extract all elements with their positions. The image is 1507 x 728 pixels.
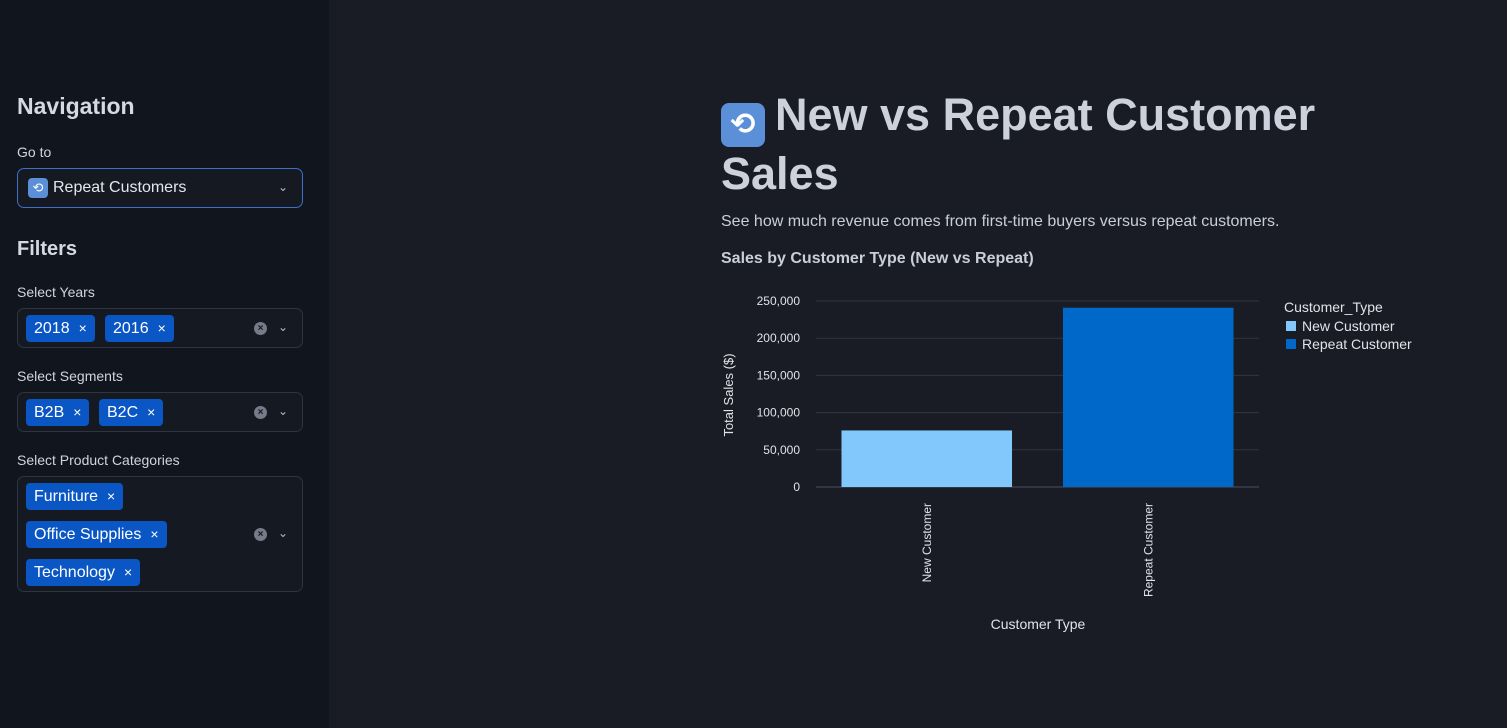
chip-remove-icon[interactable]: ×: [147, 404, 155, 420]
x-axis-label: Customer Type: [991, 616, 1086, 632]
y-tick-label: 50,000: [763, 443, 800, 457]
chart-bars: [841, 308, 1233, 487]
page-description: See how much revenue comes from first-ti…: [721, 213, 1279, 231]
chip-remove-icon[interactable]: ×: [124, 564, 132, 580]
bar-chart: 0 50,000 100,000 150,000 200,000 250,000 New …: [720, 285, 1506, 645]
page-select[interactable]: ⟲ Repeat Customers ⌄: [17, 168, 303, 208]
segment-chip[interactable]: B2C ×: [99, 399, 163, 426]
year-chip[interactable]: 2018 ×: [26, 315, 95, 342]
legend-item: New Customer: [1302, 318, 1395, 334]
chip-remove-icon[interactable]: ×: [150, 526, 158, 542]
repeat-icon: ⟲: [721, 103, 765, 147]
x-tick-label: New Customer: [920, 503, 934, 582]
chevron-down-icon[interactable]: ⌄: [278, 526, 288, 540]
legend-title: Customer_Type: [1284, 299, 1383, 315]
repeat-icon: ⟲: [28, 178, 48, 198]
segments-multiselect[interactable]: B2B × B2C × × ⌄: [17, 392, 303, 432]
chevron-down-icon[interactable]: ⌄: [278, 404, 288, 418]
y-axis-ticks: 0 50,000 100,000 150,000 200,000 250,000: [757, 294, 801, 494]
filters-heading: Filters: [17, 238, 77, 261]
years-label: Select Years: [17, 284, 95, 300]
clear-icon[interactable]: ×: [254, 406, 267, 419]
bar-new-customer: [841, 430, 1012, 487]
chip-remove-icon[interactable]: ×: [73, 404, 81, 420]
bar-repeat-customer: [1063, 308, 1234, 487]
category-chip[interactable]: Furniture ×: [26, 483, 123, 510]
legend-swatch: [1286, 339, 1296, 349]
x-axis-ticks: New Customer Repeat Customer: [920, 503, 1156, 597]
y-tick-label: 0: [793, 480, 800, 494]
segments-label: Select Segments: [17, 368, 123, 384]
category-chip[interactable]: Technology ×: [26, 559, 140, 586]
y-tick-label: 100,000: [757, 406, 801, 420]
years-multiselect[interactable]: 2018 × 2016 × × ⌄: [17, 308, 303, 348]
chip-remove-icon[interactable]: ×: [158, 320, 166, 336]
category-chip[interactable]: Office Supplies ×: [26, 521, 167, 548]
sidebar: Navigation Go to ⟲ Repeat Customers ⌄ Fi…: [0, 0, 329, 728]
chevron-down-icon[interactable]: ⌄: [278, 320, 288, 334]
categories-label: Select Product Categories: [17, 452, 180, 468]
chip-remove-icon[interactable]: ×: [79, 320, 87, 336]
page-select-value: Repeat Customers: [53, 179, 186, 197]
legend-swatch: [1286, 321, 1296, 331]
year-chip[interactable]: 2016 ×: [105, 315, 174, 342]
page-title: ⟲ New vs Repeat Customer Sales: [721, 88, 1361, 200]
navigation-heading: Navigation: [17, 93, 135, 120]
chart-legend: Customer_Type New Customer Repeat Custome…: [1284, 299, 1412, 352]
clear-icon[interactable]: ×: [254, 528, 267, 541]
chevron-down-icon[interactable]: ⌄: [278, 180, 288, 194]
x-tick-label: Repeat Customer: [1141, 503, 1155, 597]
y-axis-label: Total Sales ($): [721, 353, 736, 436]
categories-multiselect[interactable]: Furniture × Office Supplies × Technology × …: [17, 476, 303, 592]
clear-icon[interactable]: ×: [254, 322, 267, 335]
chart-heading: Sales by Customer Type (New vs Repeat): [721, 250, 1034, 268]
chip-remove-icon[interactable]: ×: [107, 488, 115, 504]
goto-label: Go to: [17, 144, 51, 160]
y-tick-label: 150,000: [757, 368, 801, 382]
y-tick-label: 200,000: [757, 331, 801, 345]
segment-chip[interactable]: B2B ×: [26, 399, 89, 426]
y-tick-label: 250,000: [757, 294, 801, 308]
legend-item: Repeat Customer: [1302, 336, 1412, 352]
